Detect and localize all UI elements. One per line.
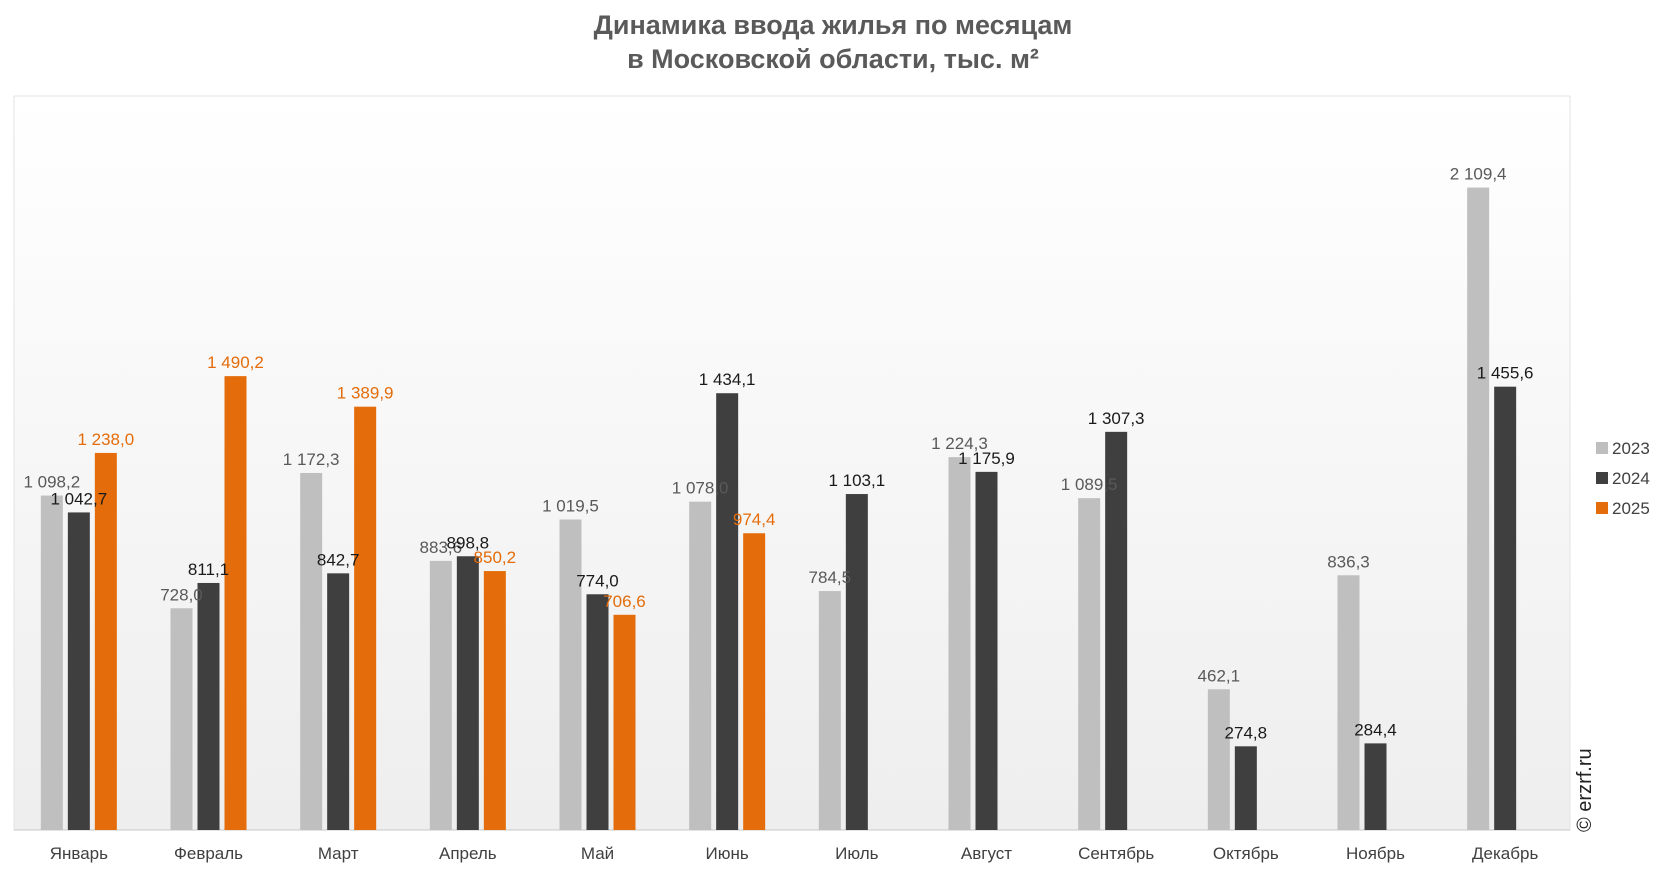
bar-2024-12 (1494, 386, 1517, 830)
bar-2024-6 (716, 393, 739, 830)
bar-2024-4 (456, 556, 479, 830)
data-label-2025-6: 974,4 (733, 510, 776, 529)
bar-2023-3 (300, 472, 323, 830)
x-tick-label: Ноябрь (1346, 844, 1405, 863)
data-label-2023-2: 728,0 (160, 585, 203, 604)
data-label-2023-9: 1 089,5 (1061, 475, 1118, 494)
bar-2025-2 (224, 376, 247, 830)
x-tick-label: Июль (835, 844, 879, 863)
watermark-text: © erzrf.ru (1574, 748, 1596, 832)
bar-2023-10 (1207, 689, 1230, 830)
bar-2025-4 (483, 571, 506, 830)
data-label-2024-10: 274,8 (1225, 723, 1268, 742)
legend-label-2023: 2023 (1612, 439, 1650, 458)
bar-2024-7 (845, 494, 868, 830)
data-label-2024-8: 1 175,9 (958, 449, 1015, 468)
bar-2024-5 (586, 594, 609, 830)
data-label-2024-7: 1 103,1 (828, 471, 885, 490)
bar-2025-1 (94, 452, 117, 830)
bar-2024-1 (67, 512, 90, 830)
data-label-2023-5: 1 019,5 (542, 496, 599, 515)
bar-2023-1 (40, 495, 63, 830)
chart-title-line-2: в Московской области, тыс. м² (627, 44, 1039, 74)
data-label-2025-4: 850,2 (474, 548, 517, 567)
bar-2023-6 (689, 501, 712, 830)
x-tick-label: Октябрь (1213, 844, 1279, 863)
x-tick-label: Март (318, 844, 359, 863)
x-tick-label: Июнь (706, 844, 749, 863)
bars-layer (40, 187, 1517, 831)
data-labels-layer: 1 098,21 042,7 1 238,0 728,0 811,1 1 490,2 1 … (23, 165, 1533, 743)
data-label-2024-9: 1 307,3 (1088, 409, 1145, 428)
bar-2024-2 (197, 582, 220, 830)
bar-2024-8 (975, 471, 998, 830)
data-label-2024-2: 811,1 (188, 560, 229, 579)
data-label-2024-4: 898,8 (447, 533, 490, 552)
legend-label-2024: 2024 (1612, 469, 1650, 488)
bar-2023-2 (170, 608, 193, 830)
x-tick-label: Январь (50, 844, 108, 863)
x-tick-label: Апрель (439, 844, 497, 863)
bar-2023-5 (559, 519, 582, 830)
data-label-2023-11: 836,3 (1327, 552, 1370, 571)
bar-2023-8 (948, 457, 971, 830)
plot-area (13, 95, 1571, 831)
data-label-2024-1: 1 042,7 (50, 489, 107, 508)
bar-2023-11 (1337, 575, 1360, 830)
legend: 2023 2024 2025 (1596, 439, 1650, 518)
data-label-2024-6: 1 434,1 (699, 370, 756, 389)
legend-label-2025: 2025 (1612, 499, 1650, 518)
x-tick-label: Май (581, 844, 614, 863)
data-label-2023-10: 462,1 (1198, 666, 1241, 685)
bar-2025-6 (743, 533, 766, 830)
chart-title-line-1: Динамика ввода жилья по месяцам (593, 10, 1073, 40)
data-label-2025-2: 1 490,2 (207, 353, 264, 372)
bar-2024-11 (1364, 743, 1387, 830)
legend-swatch-2024 (1596, 472, 1608, 484)
x-tick-label: Декабрь (1472, 844, 1538, 863)
chart-title: Динамика ввода жилья по месяцам в Москов… (0, 8, 1666, 76)
bar-2025-5 (613, 614, 636, 830)
legend-swatch-2023 (1596, 442, 1608, 454)
data-label-2025-5: 706,6 (603, 592, 646, 611)
bar-2024-10 (1234, 746, 1257, 830)
x-tick-label: Сентябрь (1078, 844, 1154, 863)
bar-2023-12 (1467, 187, 1490, 831)
data-label-2023-1: 1 098,2 (23, 473, 80, 492)
data-label-2023-8: 1 224,3 (931, 434, 988, 453)
data-label-2025-1: 1 238,0 (77, 430, 134, 449)
data-label-2024-5: 774,0 (576, 571, 619, 590)
data-label-2025-3: 1 389,9 (337, 384, 394, 403)
data-label-2024-3: 842,7 (317, 550, 360, 569)
data-label-2023-12: 2 109,4 (1450, 165, 1507, 184)
data-label-2023-4: 883,6 (420, 538, 463, 557)
legend-swatch-2025 (1596, 502, 1608, 514)
bar-2023-7 (818, 591, 841, 830)
bar-2023-9 (1078, 498, 1101, 830)
data-label-2024-11: 284,4 (1354, 720, 1397, 739)
data-label-2023-3: 1 172,3 (283, 450, 340, 469)
bar-2024-9 (1105, 431, 1128, 830)
bar-2023-4 (429, 560, 452, 830)
x-tick-labels: Январь Февраль Март Апрель Май Июнь Июль Август… (50, 844, 1539, 863)
data-label-2024-12: 1 455,6 (1477, 364, 1534, 383)
bar-2025-3 (354, 406, 377, 830)
bar-2024-3 (327, 573, 350, 830)
x-tick-label: Август (961, 844, 1012, 863)
data-label-2023-6: 1 078,0 (672, 479, 729, 498)
x-tick-label: Февраль (174, 844, 243, 863)
data-label-2023-7: 784,5 (809, 568, 852, 587)
